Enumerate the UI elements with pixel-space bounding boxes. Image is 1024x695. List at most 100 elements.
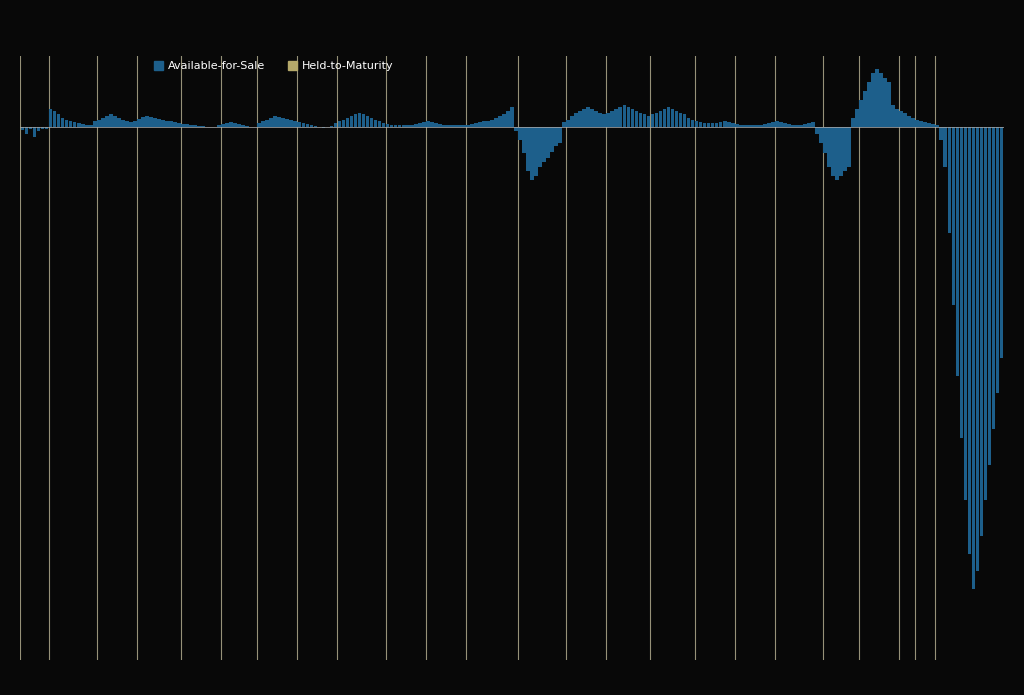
Bar	[771, 122, 774, 126]
Bar	[876, 98, 879, 126]
Bar	[518, 126, 522, 131]
Bar	[173, 124, 177, 126]
Bar	[470, 125, 474, 126]
Bar	[430, 122, 433, 126]
Bar	[56, 120, 60, 126]
Bar	[20, 126, 25, 129]
Bar	[410, 125, 414, 126]
Bar	[803, 124, 807, 126]
Bar	[189, 125, 193, 126]
Bar	[56, 114, 60, 126]
Bar	[53, 118, 56, 126]
Bar	[554, 126, 558, 147]
Bar	[282, 122, 285, 126]
Bar	[450, 125, 454, 126]
Bar	[691, 124, 694, 126]
Bar	[739, 125, 742, 126]
Bar	[618, 118, 623, 126]
Bar	[594, 111, 598, 126]
Bar	[278, 117, 282, 126]
Bar	[194, 125, 197, 126]
Bar	[991, 126, 995, 429]
Bar	[41, 126, 44, 129]
Bar	[506, 111, 510, 126]
Bar	[731, 125, 734, 126]
Bar	[742, 125, 746, 126]
Bar	[238, 125, 241, 126]
Bar	[795, 125, 799, 126]
Bar	[414, 125, 418, 126]
Bar	[309, 125, 313, 126]
Bar	[976, 126, 979, 571]
Bar	[884, 78, 887, 126]
Bar	[687, 123, 690, 126]
Bar	[265, 120, 269, 126]
Bar	[558, 126, 562, 142]
Bar	[45, 126, 48, 128]
Bar	[157, 119, 161, 126]
Bar	[478, 124, 481, 126]
Bar	[598, 113, 602, 126]
Bar	[823, 126, 826, 154]
Bar	[779, 122, 782, 126]
Bar	[49, 109, 52, 126]
Bar	[891, 113, 895, 126]
Bar	[265, 122, 269, 126]
Bar	[25, 126, 29, 134]
Bar	[863, 91, 867, 126]
Bar	[261, 124, 265, 126]
Bar	[759, 125, 763, 126]
Bar	[683, 114, 686, 126]
Bar	[29, 126, 33, 129]
Bar	[434, 123, 437, 126]
Bar	[301, 125, 305, 126]
Bar	[579, 111, 582, 126]
Bar	[382, 123, 385, 126]
Bar	[899, 111, 903, 126]
Bar	[715, 125, 719, 126]
Bar	[60, 122, 65, 126]
Bar	[968, 126, 971, 309]
Bar	[221, 125, 225, 126]
Bar	[707, 125, 711, 126]
Bar	[831, 126, 835, 176]
Bar	[357, 113, 361, 126]
Bar	[69, 122, 73, 126]
Bar	[233, 123, 237, 126]
Bar	[623, 106, 627, 126]
Bar	[987, 126, 991, 265]
Bar	[418, 125, 422, 126]
Bar	[173, 122, 177, 126]
Bar	[787, 125, 791, 126]
Bar	[73, 124, 77, 126]
Bar	[731, 123, 734, 126]
Bar	[807, 123, 811, 126]
Bar	[594, 120, 598, 126]
Bar	[610, 111, 614, 126]
Bar	[827, 126, 830, 167]
Bar	[707, 123, 711, 126]
Bar	[964, 126, 968, 500]
Bar	[984, 126, 987, 500]
Bar	[566, 120, 570, 126]
Bar	[539, 126, 542, 167]
Bar	[349, 116, 353, 126]
Bar	[951, 126, 955, 198]
Bar	[129, 122, 133, 126]
Bar	[482, 122, 485, 126]
Bar	[394, 125, 397, 126]
Bar	[117, 122, 121, 126]
Bar	[955, 126, 959, 376]
Bar	[522, 126, 526, 138]
Bar	[847, 126, 851, 167]
Bar	[422, 122, 426, 126]
Bar	[495, 118, 498, 126]
Bar	[811, 125, 815, 126]
Bar	[723, 124, 726, 126]
Bar	[683, 122, 686, 126]
Bar	[627, 107, 630, 126]
Bar	[591, 109, 594, 126]
Bar	[454, 125, 458, 126]
Bar	[305, 124, 309, 126]
Bar	[53, 111, 56, 126]
